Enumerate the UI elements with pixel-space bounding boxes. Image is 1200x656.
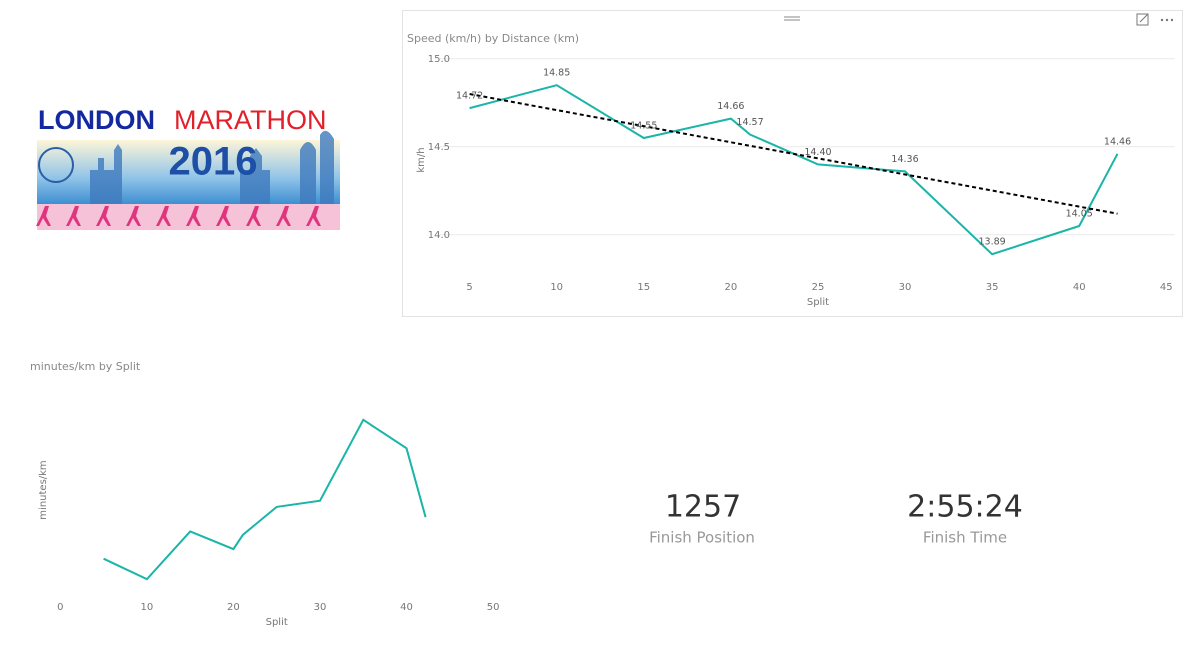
data-label: 14.66 (717, 101, 744, 112)
y-axis-label: minutes/km (38, 460, 49, 519)
logo: LONDON MARATHON 2016 (36, 105, 340, 230)
data-label: 14.40 (804, 147, 831, 158)
x-tick-label: 15 (637, 282, 650, 293)
y-tick-label: 14.5 (428, 142, 450, 153)
x-tick-label: 5 (466, 282, 472, 293)
y-axis-label: km/h (416, 147, 427, 172)
data-label: 14.05 (1066, 209, 1093, 220)
x-axis-label: Split (807, 297, 829, 308)
x-tick-label: 10 (141, 602, 154, 613)
card-value: 1257 (665, 490, 741, 525)
focus-mode-button[interactable] (1136, 13, 1149, 26)
x-tick-label: 30 (314, 602, 327, 613)
x-tick-label: 45 (1160, 282, 1173, 293)
x-tick-label: 40 (400, 602, 413, 613)
y-tick-label: 15.0 (428, 54, 450, 65)
data-label: 14.72 (456, 91, 483, 102)
x-tick-label: 40 (1073, 282, 1086, 293)
card-label: Finish Time (923, 529, 1007, 547)
data-label: 14.46 (1104, 136, 1131, 147)
data-label: 14.57 (736, 117, 763, 128)
x-tick-label: 50 (487, 602, 500, 613)
more-options-button[interactable] (1160, 18, 1174, 22)
line (103, 418, 427, 581)
data-label: 14.55 (630, 121, 657, 132)
logo-year: 2016 (169, 140, 258, 184)
y-tick-label: 14.0 (428, 230, 450, 241)
x-axis-label: Split (266, 617, 288, 628)
logo-buildings (90, 130, 334, 204)
card-value: 2:55:24 (907, 490, 1023, 525)
logo-word: LONDON (38, 105, 155, 135)
data-label: 13.89 (979, 237, 1006, 248)
x-tick-label: 20 (724, 282, 737, 293)
line (469, 84, 1119, 256)
x-tick-label: 35 (986, 282, 999, 293)
data-label: 14.36 (891, 154, 918, 165)
x-tick-label: 0 (57, 602, 63, 613)
chart-title: minutes/km by Split (30, 360, 141, 373)
visual-frame (402, 10, 1183, 317)
x-tick-label: 20 (227, 602, 240, 613)
drag-handle[interactable] (784, 16, 800, 21)
logo-eye (38, 147, 74, 183)
card-label: Finish Position (649, 529, 755, 547)
logo-runners (37, 204, 340, 230)
logo-skyline (37, 140, 340, 204)
x-tick-label: 30 (899, 282, 912, 293)
trend-line (469, 93, 1118, 215)
x-tick-label: 10 (550, 282, 563, 293)
x-tick-label: 25 (812, 282, 825, 293)
data-label: 14.85 (543, 68, 570, 79)
logo-word: MARATHON (174, 105, 327, 135)
logo-runner-figures (36, 206, 321, 226)
chart-title: Speed (km/h) by Distance (km) (407, 32, 579, 45)
